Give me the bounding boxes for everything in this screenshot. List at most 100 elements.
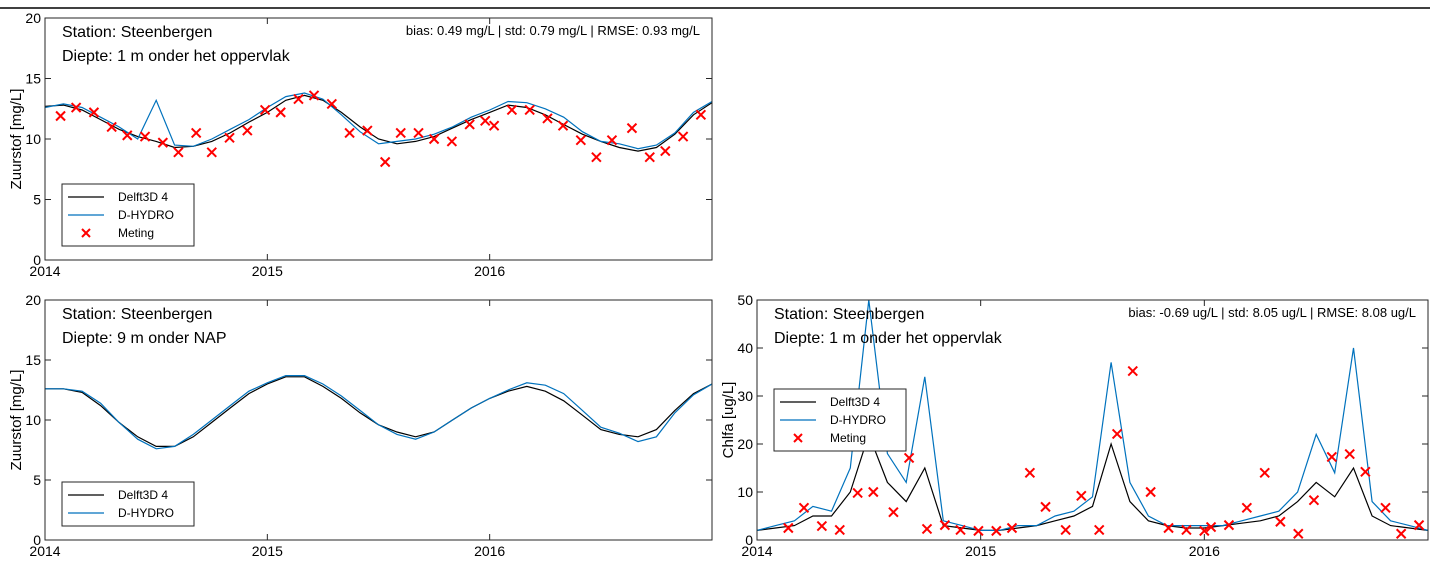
measurement-marker xyxy=(677,131,689,142)
measurement-marker xyxy=(973,525,984,537)
measurement-marker xyxy=(591,151,602,163)
measurement-marker xyxy=(991,525,1002,537)
stats-label: bias: 0.49 mg/L | std: 0.79 mg/L | RMSE:… xyxy=(406,23,700,38)
measurement-marker xyxy=(242,125,253,136)
station-label: Station: Steenbergen xyxy=(62,306,212,323)
y-tick-label: 10 xyxy=(737,484,753,500)
measurement-marker xyxy=(798,502,810,514)
series-line xyxy=(757,300,1428,531)
legend: Delft3D 4 D-HYDRO xyxy=(61,481,195,527)
legend-box xyxy=(61,481,195,527)
y-tick-label: 0 xyxy=(33,532,41,548)
x-tick-label: 2014 xyxy=(29,263,60,279)
y-tick-label: 20 xyxy=(25,10,41,26)
y-tick-label: 20 xyxy=(25,292,41,308)
measurement-marker xyxy=(542,113,553,124)
measurement-marker xyxy=(1163,522,1174,534)
y-tick-label: 10 xyxy=(25,131,41,147)
x-tick-label: 2015 xyxy=(252,263,283,279)
measurement-marker xyxy=(1024,467,1036,479)
measurement-marker xyxy=(1145,486,1156,498)
panel: 0 5 10 15 20 2014 2015 2016 Zuurstof [mg/L] Stati… xyxy=(8,10,713,279)
axes-box xyxy=(44,299,713,541)
measurement-marker xyxy=(1076,490,1087,502)
measurement-marker xyxy=(395,127,406,139)
y-tick-label: 0 xyxy=(745,532,753,548)
measurement-marker xyxy=(1205,521,1217,533)
measurement-marker xyxy=(293,93,304,105)
y-axis-label: Chlfa [ug/L] xyxy=(720,382,737,459)
y-tick-label: 50 xyxy=(737,292,753,308)
measurement-marker xyxy=(939,519,951,531)
measurement-marker xyxy=(308,90,320,101)
measurement-marker xyxy=(644,151,655,163)
measurement-marker xyxy=(275,107,286,118)
station-label: Station: Steenbergen xyxy=(62,24,212,41)
y-tick-label: 15 xyxy=(25,352,41,368)
measurement-marker xyxy=(660,145,671,157)
measurement-marker xyxy=(224,132,235,143)
measurement-marker xyxy=(122,130,133,141)
series-line xyxy=(45,375,712,450)
measurement-marker xyxy=(206,147,217,158)
axes-box xyxy=(44,17,713,261)
measurement-marker xyxy=(524,104,535,116)
station-label: Station: Steenbergen xyxy=(774,306,924,323)
measurement-marker xyxy=(506,104,518,116)
measurement-marker xyxy=(157,137,169,148)
y-tick-label: 0 xyxy=(33,252,41,268)
y-tick-label: 40 xyxy=(737,340,753,356)
y-axis-label: Zuurstof [mg/L] xyxy=(8,370,25,471)
legend-label: D-HYDRO xyxy=(118,506,174,520)
measurement-marker xyxy=(88,107,100,118)
measurement-marker xyxy=(1060,524,1071,536)
measurement-marker xyxy=(955,524,966,536)
measurement-marker xyxy=(1326,451,1338,463)
measurement-marker xyxy=(1241,502,1253,514)
measurement-marker xyxy=(106,121,117,133)
measurement-marker xyxy=(1360,466,1371,478)
panel: 0 10 20 30 40 50 2014 2015 2016 Chlfa [ug/L] Stati… xyxy=(720,292,1429,559)
measurement-marker xyxy=(413,127,424,139)
measurement-marker xyxy=(1040,501,1051,513)
measurement-marker xyxy=(1275,516,1286,527)
measurement-marker xyxy=(70,102,82,113)
measurement-marker xyxy=(190,127,202,139)
measurement-marker xyxy=(1111,428,1123,440)
legend-label: Meting xyxy=(118,226,154,240)
measurement-marker xyxy=(55,110,66,122)
x-tick-label: 2014 xyxy=(29,543,60,559)
measurement-marker xyxy=(868,486,879,498)
x-tick-label: 2016 xyxy=(474,543,505,559)
measurement-marker xyxy=(480,115,491,127)
measurement-marker xyxy=(1259,467,1270,479)
y-tick-label: 5 xyxy=(33,192,41,208)
measurement-marker xyxy=(1344,448,1355,460)
legend: Delft3D 4 D-HYDRO Meting xyxy=(773,388,907,452)
x-tick-label: 2015 xyxy=(252,543,283,559)
measurement-marker xyxy=(1308,494,1320,506)
measurement-marker xyxy=(1127,365,1138,377)
x-tick-label: 2014 xyxy=(741,543,772,559)
measurement-marker xyxy=(834,524,845,536)
measurement-marker xyxy=(379,156,391,168)
measurement-marker xyxy=(139,131,151,142)
legend: Delft3D 4 D-HYDRO Meting xyxy=(61,183,195,247)
measurement-marker xyxy=(1223,519,1235,531)
y-tick-label: 20 xyxy=(737,436,753,452)
measurement-marker xyxy=(344,127,355,139)
measurement-marker xyxy=(852,487,863,499)
depth-label: Diepte: 1 m onder het oppervlak xyxy=(774,330,1003,347)
axes-box xyxy=(756,299,1429,541)
legend-label: D-HYDRO xyxy=(830,413,886,427)
measurement-marker xyxy=(1413,519,1425,531)
measurement-marker xyxy=(1006,522,1018,534)
legend-marker xyxy=(793,433,803,443)
y-tick-label: 15 xyxy=(25,71,41,87)
measurement-marker xyxy=(783,522,794,534)
y-tick-label: 30 xyxy=(737,388,753,404)
measurement-marker xyxy=(695,109,707,121)
measurement-marker xyxy=(921,523,933,535)
